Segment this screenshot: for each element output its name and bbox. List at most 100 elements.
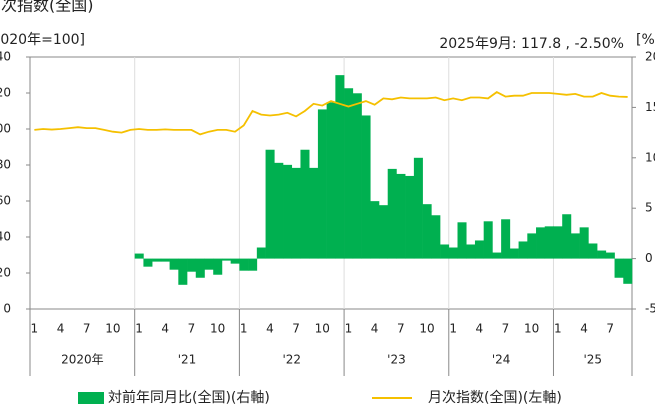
bar [544,226,554,259]
bar [588,243,598,259]
y2-tick-label: 10 [645,150,655,164]
x-tick-label: 1 [31,322,39,336]
x-tick-label: 7 [606,322,614,336]
bar [440,244,450,259]
y-tick-label: 100 [0,122,11,136]
bar [431,215,441,259]
bar [204,258,214,270]
legend-label: 月次指数(全国)(左軸) [428,389,562,405]
x-tick-label: 7 [188,322,196,336]
y2-tick-label: -5 [645,302,655,316]
bar [527,233,537,259]
y-tick-label: 40 [0,230,11,244]
bar [291,167,301,259]
bar [509,248,519,259]
x-tick-label: 7 [397,322,405,336]
y2-tick-label: 15 [645,100,655,114]
legend-swatch [78,392,104,404]
bar [265,149,275,259]
bar [570,233,580,259]
chart-title: 月次指数(全国) [0,0,94,15]
bar [518,241,528,259]
x-tick-label: 4 [161,322,169,336]
y-tick-label: 60 [0,194,11,208]
y-tick-label: 140 [0,50,11,64]
bar [195,258,205,278]
bar [623,258,633,284]
bar [134,253,144,259]
x-tick-label: 10 [210,322,225,336]
bar [274,162,284,259]
bar [326,102,336,259]
bar [396,173,406,259]
y2-axis-label: [%] [636,32,655,48]
x-tick-label: 1 [554,322,562,336]
bar [361,115,371,259]
x-tick-label: 4 [371,322,379,336]
year-label: 2020年 [61,353,104,367]
bar [213,258,223,275]
y-tick-label: 120 [0,86,11,100]
bar [579,227,589,259]
bar [283,164,293,259]
bar [501,219,511,259]
x-tick-label: 10 [419,322,434,336]
y-tick-label: 0 [3,302,11,316]
bar [562,214,572,259]
bar [474,240,484,259]
bar [309,167,319,259]
x-tick-label: 4 [475,322,483,336]
bar [178,258,188,285]
bar [553,226,563,259]
bar [230,258,240,264]
line [34,91,628,136]
x-tick-label: 7 [292,322,300,336]
bar [335,75,345,259]
y-tick-label: 80 [0,158,11,172]
bar [457,222,467,259]
bar [466,244,476,259]
bar [160,258,170,262]
year-label: '22 [282,353,301,367]
bar [352,93,362,259]
bar [605,252,615,259]
x-tick-label: 1 [135,322,143,336]
x-tick-label: 1 [449,322,457,336]
bar [300,149,310,259]
legend-label: 対前年同月比(全国)(右軸) [108,389,270,405]
x-tick-label: 1 [240,322,248,336]
bar [221,258,231,261]
y2-tick-label: 20 [645,50,655,64]
x-tick-label: 7 [502,322,510,336]
bar [614,258,624,278]
bar [378,205,389,259]
bar [483,221,493,259]
x-tick-label: 10 [524,322,539,336]
bar [492,252,502,259]
bar [536,227,546,259]
annotation: 2025年9月: 117.8 , -2.50% [439,36,624,52]
y-tick-label: 20 [0,266,11,280]
bar [422,204,432,259]
year-label: '23 [387,353,406,367]
bar [387,168,397,259]
bar [413,157,423,259]
y2-tick-label: 5 [645,201,653,215]
x-tick-label: 10 [105,322,120,336]
year-label: '21 [178,353,197,367]
bar [597,250,607,259]
bar [248,258,258,271]
bar [317,109,327,259]
x-tick-label: 4 [266,322,274,336]
bar [256,247,266,259]
y-axis-label: [2020年=100] [0,32,85,48]
x-tick-label: 4 [57,322,65,336]
year-label: '24 [492,353,511,367]
bar [239,258,249,271]
plot-frame [29,56,633,310]
bar [448,247,458,259]
x-tick-label: 7 [83,322,91,336]
bar [405,175,415,259]
bar [169,258,179,270]
bar [344,88,354,259]
